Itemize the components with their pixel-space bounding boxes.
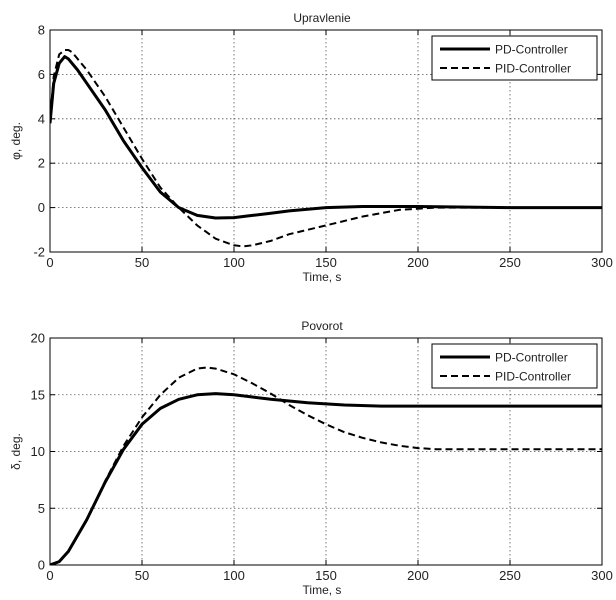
- y-tick-label: 8: [38, 23, 45, 38]
- chart-title: Povorot: [301, 319, 343, 333]
- chart-panel-1: 0 50 100 150 200 250 300-202468UpravlenieTime,…: [9, 11, 613, 284]
- legend-box: [431, 343, 598, 389]
- x-tick-label: 250: [499, 568, 521, 583]
- y-axis-label: φ, deg.: [9, 122, 23, 160]
- x-tick-label: 100: [223, 568, 245, 583]
- series-line-pid-controller: [50, 49, 602, 248]
- x-tick-label: 0: [46, 255, 53, 270]
- legend: PD-Controller PID-Controller: [431, 343, 598, 389]
- legend-label: PD-Controller: [495, 351, 568, 365]
- x-tick-label: 250: [499, 255, 521, 270]
- x-axis-label: Time, s: [303, 583, 342, 597]
- chart-panel-2: 0 50 100 150 200 250 300 0 5 10 15 20 Povorot Time, s…: [9, 319, 613, 597]
- y-tick-label: 0: [38, 558, 45, 573]
- x-tick-label: 200: [407, 255, 429, 270]
- y-tick-label: 20: [31, 331, 45, 346]
- y-tick-label: 5: [38, 501, 45, 516]
- y-tick-label: 4: [38, 111, 45, 126]
- legend-label: PID-Controller: [495, 370, 571, 384]
- y-tick-label: 2: [38, 156, 45, 171]
- y-axis-label: δ, deg.: [9, 433, 23, 470]
- legend-box: [431, 35, 598, 81]
- series-line-pd-controller: [50, 55, 602, 220]
- legend: PD-Controller PID-Controller: [431, 35, 598, 81]
- x-tick-label: 300: [591, 568, 613, 583]
- y-tick-label: 0: [38, 200, 45, 215]
- legend-label: PID-Controller: [495, 62, 571, 76]
- x-tick-label: 200: [407, 568, 429, 583]
- x-tick-label: 150: [315, 568, 337, 583]
- x-tick-label: 50: [135, 255, 149, 270]
- x-axis-label: Time, s: [303, 270, 342, 284]
- chart-title: Upravlenie: [293, 11, 351, 25]
- x-tick-label: 100: [223, 255, 245, 270]
- x-tick-label: 50: [135, 568, 149, 583]
- y-tick-label: 6: [38, 67, 45, 82]
- series-line-pid-controller: [50, 366, 602, 565]
- x-tick-label: 300: [591, 255, 613, 270]
- x-tick-label: 150: [315, 255, 337, 270]
- y-tick-label: 10: [31, 444, 45, 459]
- legend-label: PD-Controller: [495, 43, 568, 57]
- x-tick-label: 0: [46, 568, 53, 583]
- y-tick-label: 15: [31, 387, 45, 402]
- y-tick-label: -2: [33, 245, 45, 260]
